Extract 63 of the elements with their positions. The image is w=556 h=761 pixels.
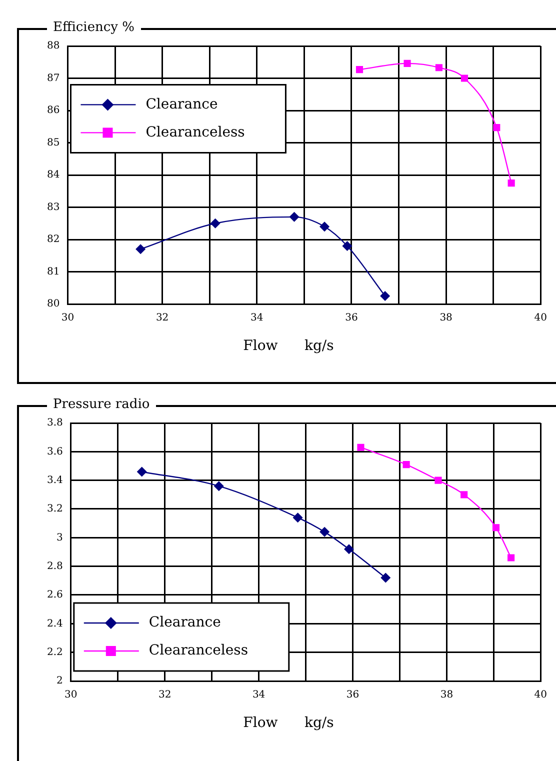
point — [342, 240, 352, 251]
legend-label: Clearanceless — [148, 642, 248, 659]
point — [214, 481, 224, 492]
point — [356, 66, 364, 74]
y-tick-label: 2.2 — [46, 646, 63, 658]
y-tick-label: 88 — [46, 40, 60, 52]
y-tick-label: 81 — [46, 266, 60, 278]
point — [508, 554, 515, 562]
y-tick-label: 3.2 — [46, 504, 63, 515]
y-tick-label: 83 — [46, 202, 60, 213]
point — [434, 476, 442, 484]
y-tick-label: 86 — [46, 105, 60, 116]
legend-label: Clearance — [148, 614, 221, 631]
y-tick-label: 2.4 — [46, 618, 63, 630]
legend-label: Clearanceless — [146, 124, 245, 140]
point — [460, 491, 468, 498]
y-tick-label: 80 — [46, 298, 60, 310]
point — [292, 512, 303, 523]
point — [289, 212, 300, 222]
y-tick-label: 2.6 — [46, 590, 63, 601]
point — [508, 180, 515, 187]
point — [460, 74, 468, 82]
x-tick-label: 40 — [534, 312, 548, 324]
x-tick-label: 40 — [534, 690, 548, 701]
y-tick-label: 3.4 — [46, 474, 63, 486]
x-tick-label: 38 — [440, 690, 454, 701]
x-tick-label: 34 — [252, 690, 266, 701]
point — [136, 466, 147, 477]
x-tick-label: 32 — [156, 312, 169, 324]
legend-label: Clearance — [146, 96, 218, 112]
x-axis-title: Flow kg/s — [242, 338, 335, 354]
point — [402, 461, 410, 468]
point — [435, 64, 442, 72]
y-tick-label: 87 — [46, 72, 60, 84]
point — [344, 544, 354, 554]
x-tick-label: 32 — [158, 690, 172, 701]
x-tick-label: 36 — [346, 690, 360, 701]
chart-title: Pressure radio — [47, 396, 156, 414]
x-tick-label: 30 — [64, 690, 78, 701]
x-tick-label: 38 — [440, 312, 452, 324]
y-tick-label: 84 — [46, 170, 60, 181]
point — [136, 244, 146, 254]
y-tick-label: 3.8 — [46, 418, 63, 429]
y-tick-label: 85 — [46, 137, 60, 148]
chart-title: Efficiency % — [47, 19, 140, 37]
point — [210, 218, 220, 228]
point — [320, 222, 330, 232]
x-tick-label: 36 — [345, 312, 358, 324]
y-tick-label: 82 — [46, 234, 60, 246]
point — [493, 124, 500, 132]
y-tick-label: 2 — [56, 676, 63, 687]
point — [380, 290, 390, 301]
point — [404, 60, 411, 67]
y-tick-label: 3.6 — [46, 446, 63, 458]
point — [492, 524, 500, 532]
point — [357, 444, 364, 451]
x-tick-label: 30 — [61, 312, 74, 324]
y-tick-label: 2.8 — [46, 560, 63, 572]
point — [380, 572, 391, 583]
x-tick-label: 34 — [250, 312, 264, 324]
y-tick-label: 3 — [56, 532, 63, 544]
point — [320, 526, 330, 537]
x-axis-title: Flow kg/s — [242, 715, 335, 731]
